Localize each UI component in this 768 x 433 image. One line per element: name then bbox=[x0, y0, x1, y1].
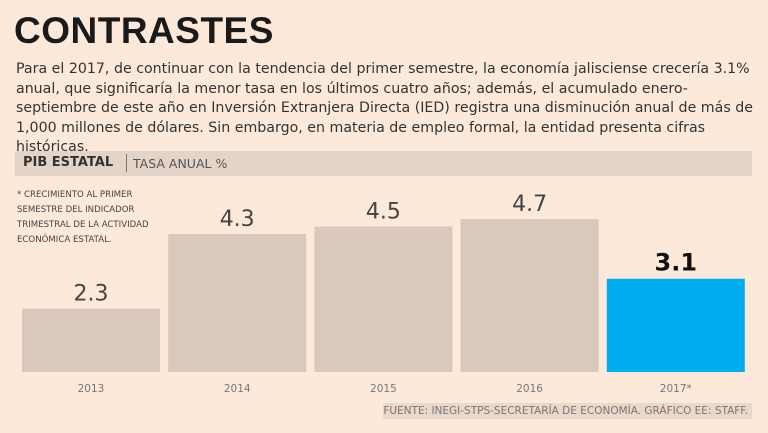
source-credit: FUENTE: INEGI-STPS-SECRETARÍA DE ECONOMÍ… bbox=[383, 403, 752, 419]
divider bbox=[126, 154, 127, 172]
value-label: 4.5 bbox=[366, 200, 401, 225]
chart-header-band: PIB ESTATAL TASA ANUAL % bbox=[15, 151, 752, 176]
value-label: 2.3 bbox=[74, 282, 109, 307]
bar-2013 bbox=[22, 308, 160, 372]
category-label: 2013 bbox=[78, 383, 105, 395]
bar-2016 bbox=[460, 219, 599, 372]
page-title: CONTRASTES bbox=[14, 10, 274, 51]
value-label: 4.7 bbox=[512, 192, 547, 217]
value-label: 3.1 bbox=[655, 249, 698, 277]
value-label: 4.3 bbox=[220, 207, 255, 232]
category-label: 2017* bbox=[660, 383, 692, 395]
footnote: * CRECIMIENTO AL PRIMER SEMESTRE DEL IND… bbox=[17, 190, 149, 245]
bar-2014 bbox=[168, 233, 307, 372]
category-label: 2014 bbox=[224, 383, 251, 395]
category-label: 2015 bbox=[370, 383, 397, 395]
category-label: 2016 bbox=[516, 383, 543, 395]
bar-2017* bbox=[606, 278, 745, 372]
chart-title: PIB ESTATAL bbox=[23, 155, 114, 170]
bar-2015 bbox=[314, 226, 453, 372]
chart-subtitle: TASA ANUAL % bbox=[133, 156, 228, 171]
